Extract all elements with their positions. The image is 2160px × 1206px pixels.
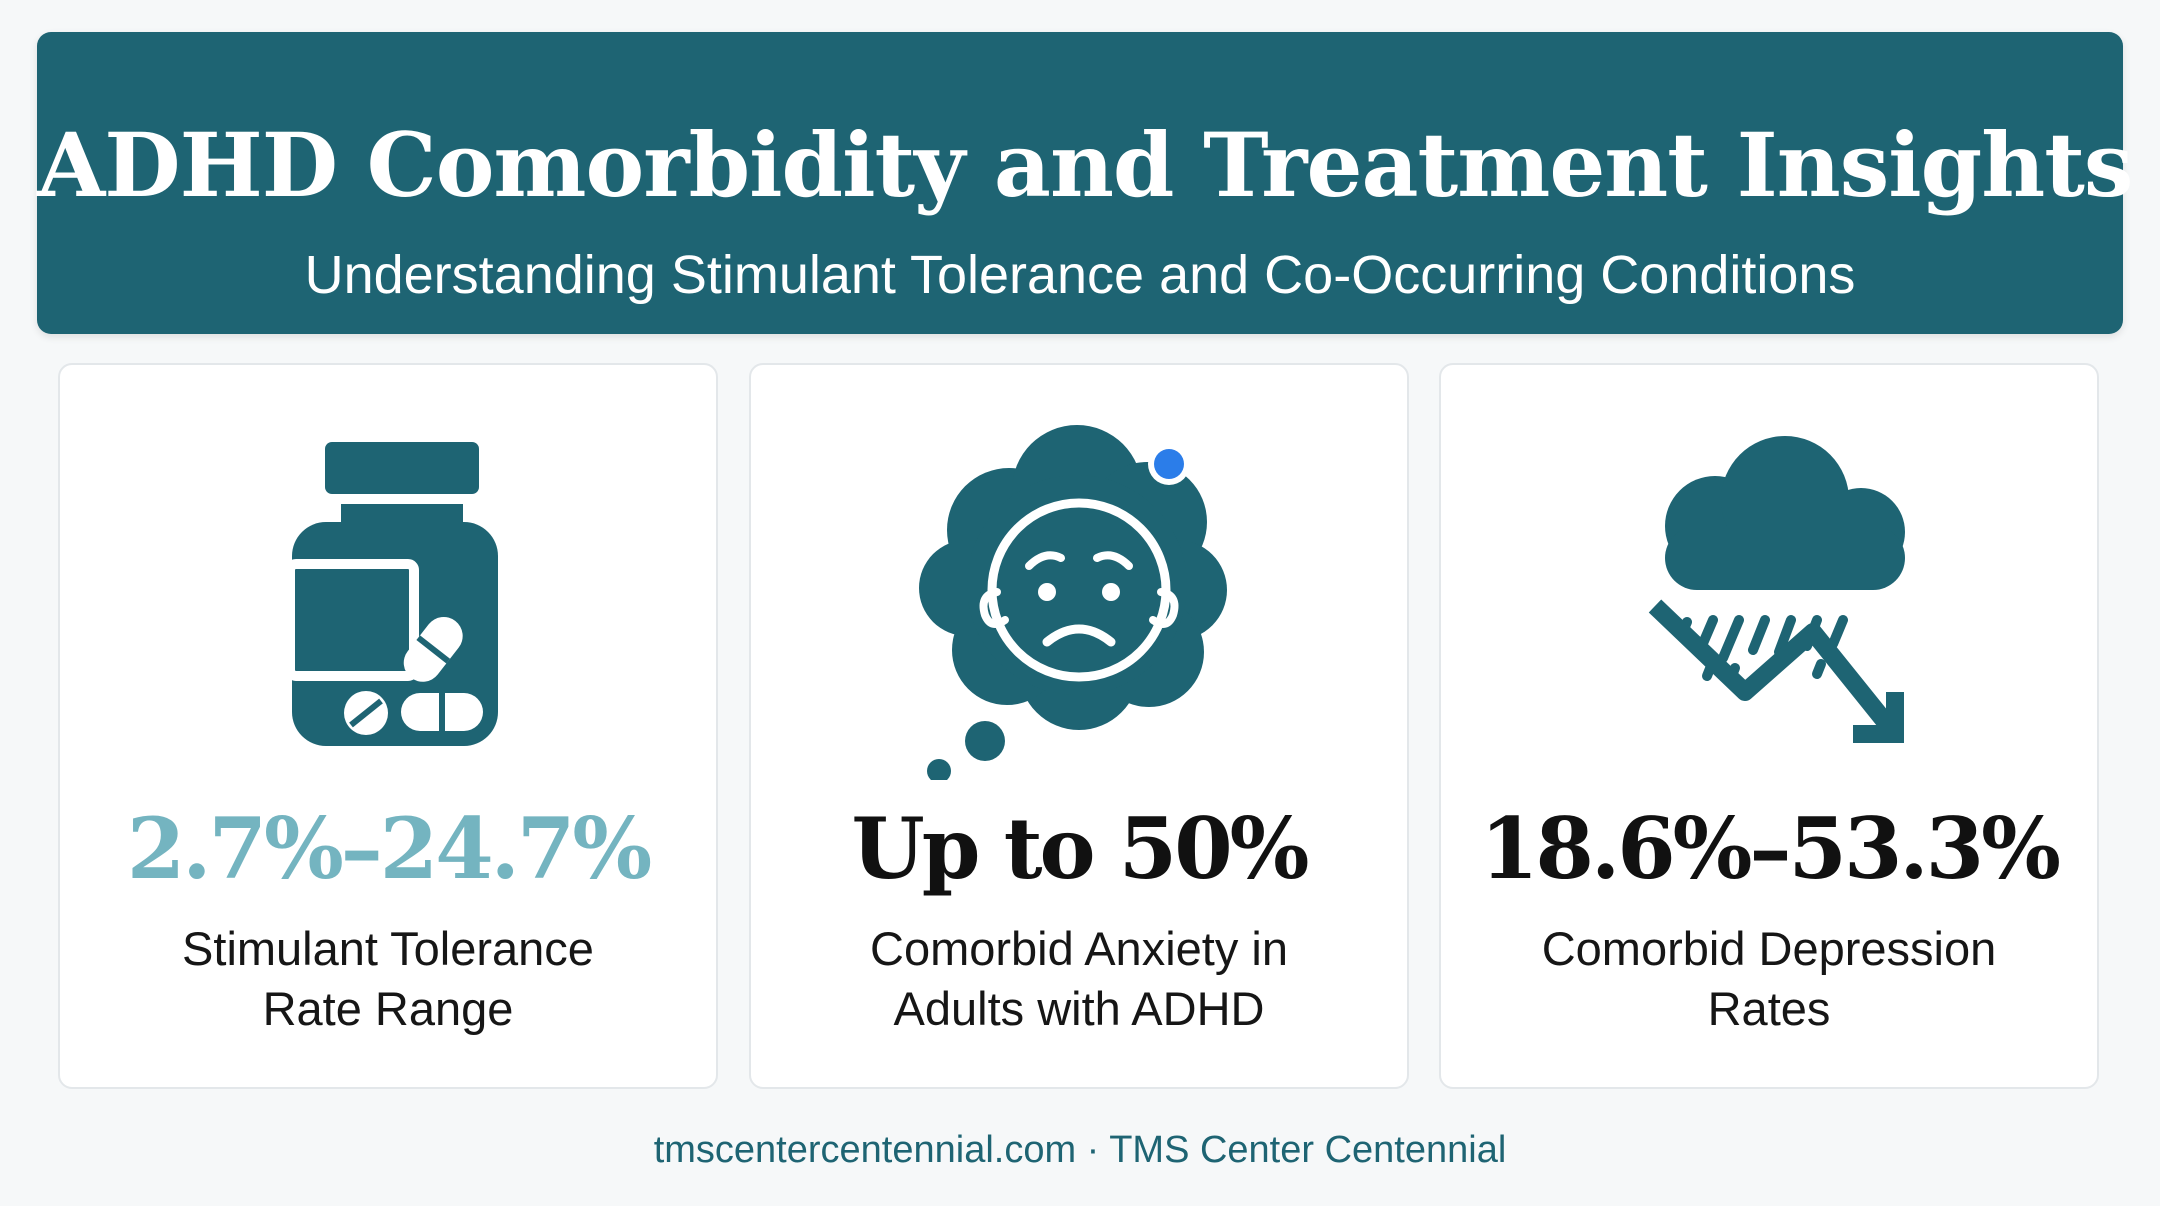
stat-label-line: Stimulant Tolerance <box>182 922 594 975</box>
stat-value: 2.7%–24.7% <box>126 799 652 898</box>
stat-label-line: Rates <box>1707 982 1831 1035</box>
stat-card-stimulant-tolerance: 2.7%–24.7% Stimulant Tolerance Rate Rang… <box>58 363 718 1089</box>
pill-bottle-icon <box>208 420 568 780</box>
stat-card-comorbid-anxiety: Up to 50% Comorbid Anxiety in Adults wit… <box>749 363 1409 1089</box>
stat-label-line: Adults with ADHD <box>893 982 1265 1035</box>
anxious-face-thought-cloud-icon <box>899 420 1259 780</box>
stat-label-line: Comorbid Depression <box>1541 922 1997 975</box>
stat-label: Comorbid Depression Rates <box>1441 919 2097 1039</box>
stat-label-line: Rate Range <box>262 982 514 1035</box>
rain-cloud-down-trend-icon <box>1589 420 1949 780</box>
header-banner: ADHD Comorbidity and Treatment Insights … <box>37 32 2133 334</box>
stat-value: Up to 50% <box>851 799 1309 898</box>
stat-label: Stimulant Tolerance Rate Range <box>60 919 716 1039</box>
stat-card-comorbid-depression: 18.6%–53.3% Comorbid Depression Rates <box>1439 363 2099 1089</box>
page-subtitle: Understanding Stimulant Tolerance and Co… <box>304 245 1856 305</box>
stat-label: Comorbid Anxiety in Adults with ADHD <box>751 919 1407 1039</box>
stat-label-line: Comorbid Anxiety in <box>870 922 1288 975</box>
page-title: ADHD Comorbidity and Treatment Insights <box>37 113 2133 217</box>
footer-credit[interactable]: tmscentercentennial.com · TMS Center Cen… <box>653 1129 1507 1171</box>
stat-value: 18.6%–53.3% <box>1480 799 2061 898</box>
